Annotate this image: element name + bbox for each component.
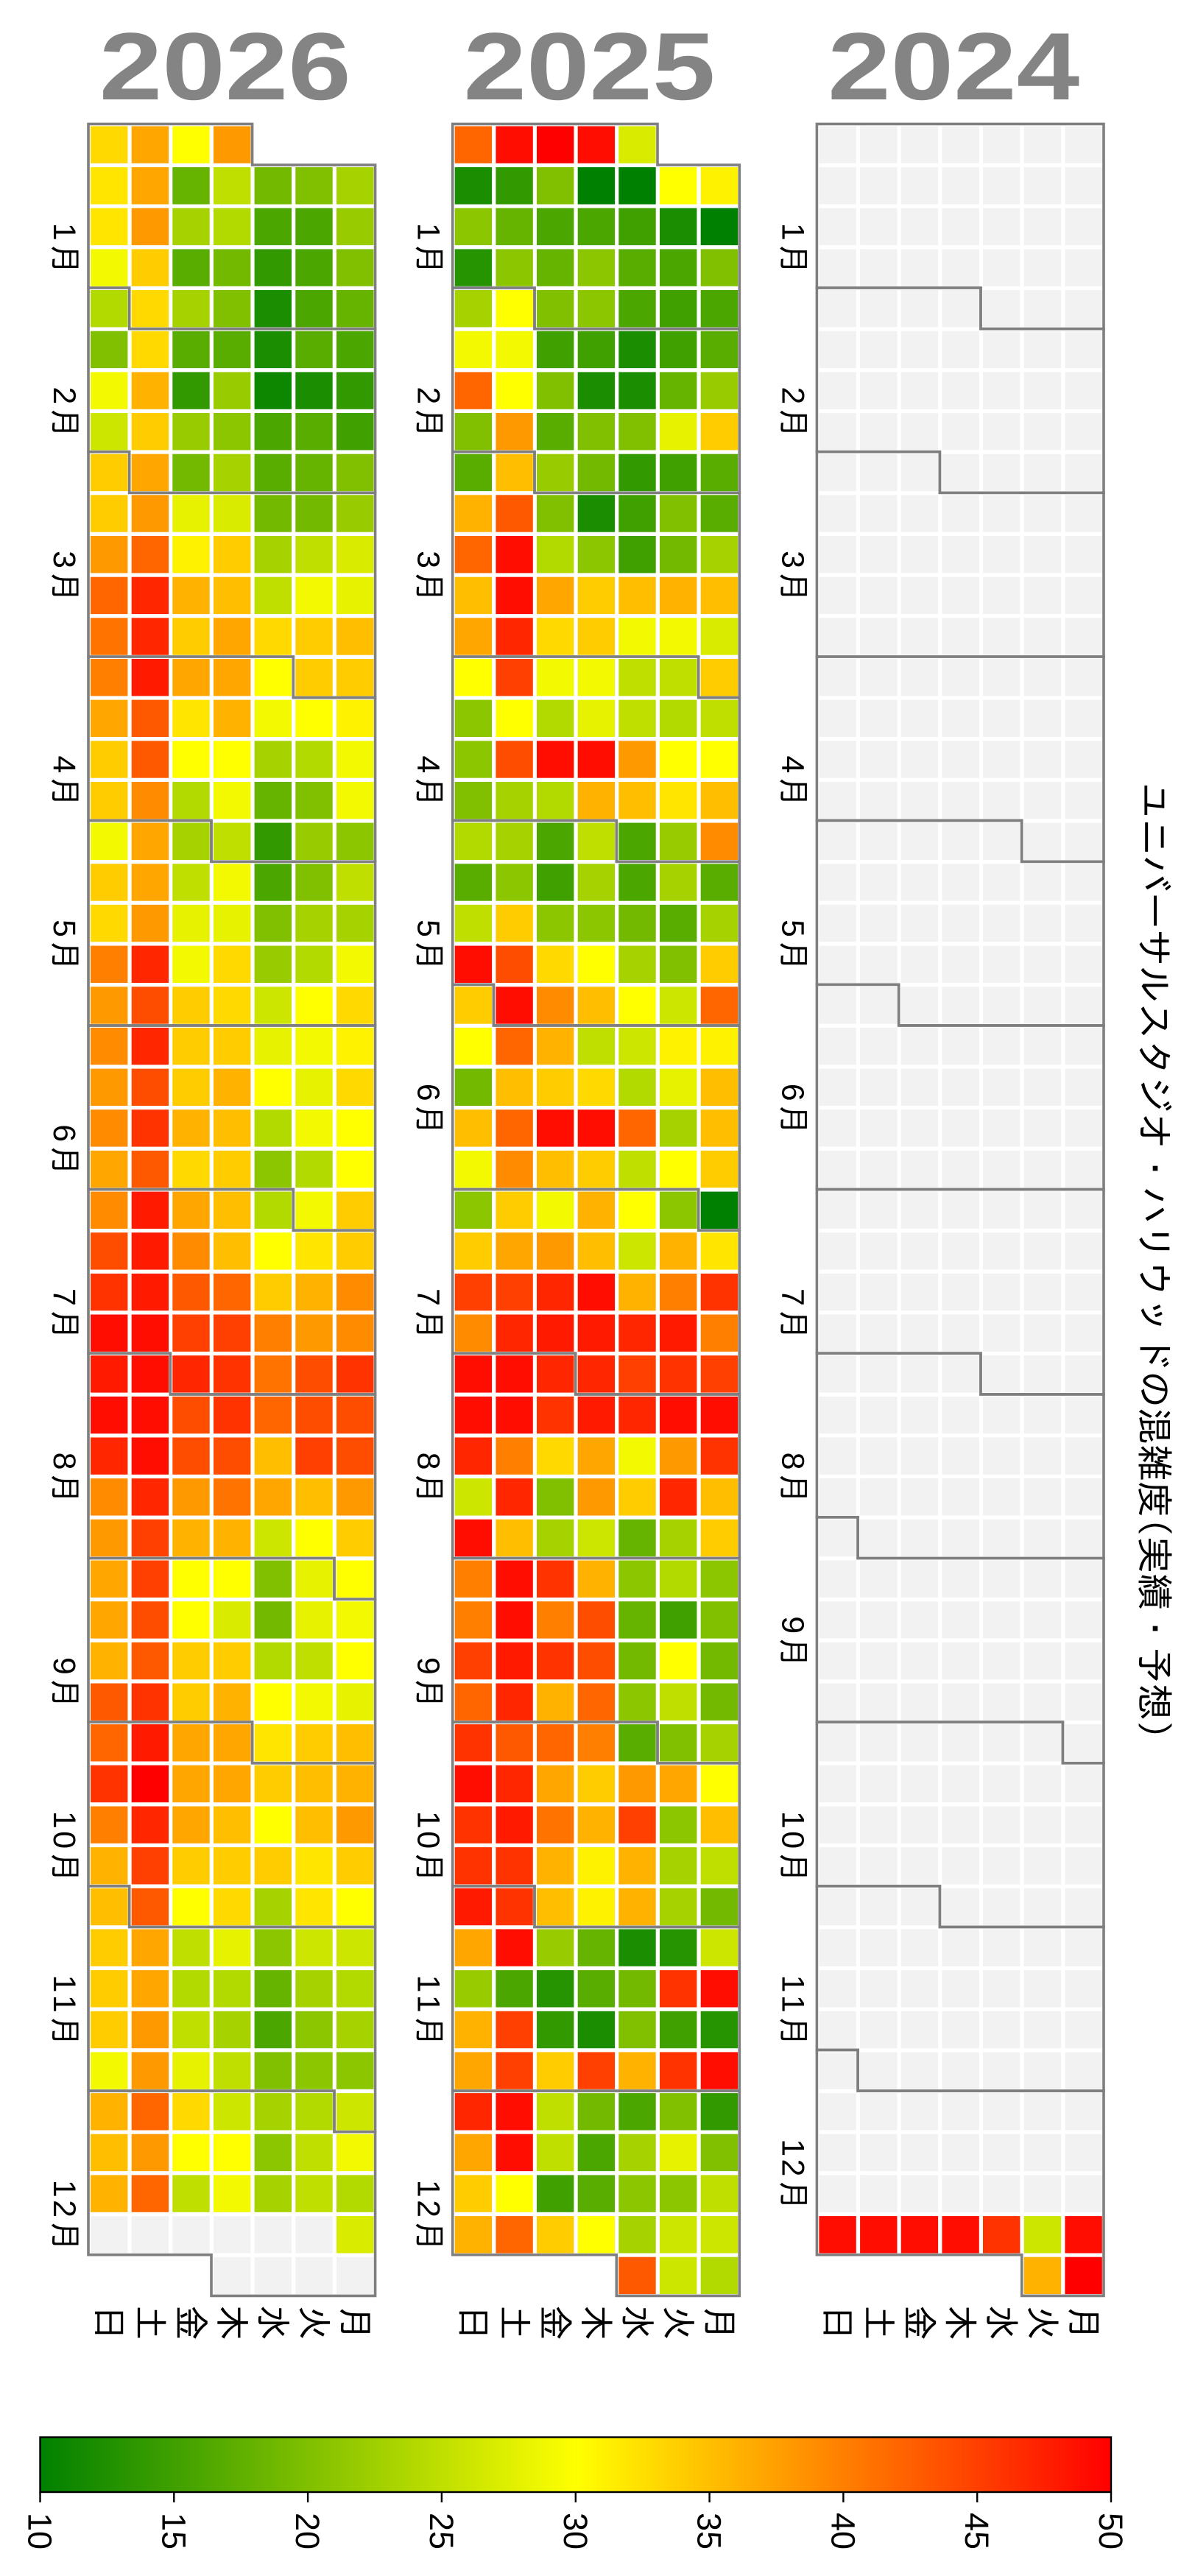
svg-text:1: 1: [411, 2180, 446, 2198]
svg-text:3: 3: [775, 551, 810, 568]
svg-text:30: 30: [557, 2513, 594, 2549]
svg-text:2: 2: [411, 387, 446, 404]
svg-text:1: 1: [46, 1975, 82, 1993]
svg-text:50: 50: [1092, 2513, 1129, 2549]
svg-text:6: 6: [775, 1084, 810, 1101]
svg-text:1: 1: [411, 1995, 446, 2013]
svg-text:5: 5: [411, 920, 446, 937]
svg-text:2: 2: [411, 2200, 446, 2217]
svg-text:40: 40: [824, 2513, 861, 2549]
svg-text:1: 1: [46, 2180, 82, 2198]
svg-text:9: 9: [411, 1657, 446, 1675]
svg-text:2025: 2025: [464, 13, 716, 120]
svg-text:1: 1: [411, 1811, 446, 1829]
svg-text:4: 4: [775, 755, 810, 773]
svg-text:6: 6: [46, 1124, 82, 1142]
svg-text:4: 4: [411, 755, 446, 773]
svg-text:2024: 2024: [828, 13, 1079, 120]
svg-text:9: 9: [46, 1657, 82, 1675]
svg-text:0: 0: [775, 1831, 810, 1849]
svg-text:7: 7: [411, 1288, 446, 1306]
svg-text:2: 2: [775, 2159, 810, 2177]
svg-text:45: 45: [958, 2513, 995, 2549]
svg-text:1: 1: [775, 1995, 810, 2013]
svg-text:25: 25: [423, 2513, 460, 2549]
svg-text:15: 15: [155, 2513, 192, 2549]
svg-text:5: 5: [46, 920, 82, 937]
svg-text:8: 8: [46, 1453, 82, 1470]
svg-text:1: 1: [46, 1811, 82, 1829]
svg-text:1: 1: [775, 1975, 810, 1993]
svg-text:8: 8: [411, 1453, 446, 1470]
svg-text:1: 1: [775, 223, 810, 241]
svg-text:4: 4: [46, 755, 82, 773]
svg-text:1: 1: [411, 1975, 446, 1993]
svg-text:1: 1: [775, 2139, 810, 2156]
svg-text:1: 1: [775, 1811, 810, 1829]
svg-text:3: 3: [46, 551, 82, 568]
svg-text:20: 20: [289, 2513, 326, 2549]
svg-text:2: 2: [46, 2200, 82, 2217]
svg-text:7: 7: [775, 1288, 810, 1306]
svg-text:5: 5: [775, 920, 810, 937]
svg-text:0: 0: [411, 1831, 446, 1849]
svg-text:1: 1: [46, 1995, 82, 2013]
svg-text:2: 2: [46, 387, 82, 404]
svg-text:35: 35: [691, 2513, 728, 2549]
svg-text:1: 1: [46, 223, 82, 241]
svg-text:9: 9: [775, 1616, 810, 1634]
svg-text:1: 1: [411, 223, 446, 241]
svg-text:6: 6: [411, 1084, 446, 1101]
svg-text:10: 10: [21, 2513, 59, 2549]
svg-text:2026: 2026: [99, 13, 351, 120]
svg-text:8: 8: [775, 1453, 810, 1470]
svg-text:3: 3: [411, 551, 446, 568]
svg-text:2: 2: [775, 387, 810, 404]
svg-text:0: 0: [46, 1831, 82, 1849]
svg-text:7: 7: [46, 1288, 82, 1306]
